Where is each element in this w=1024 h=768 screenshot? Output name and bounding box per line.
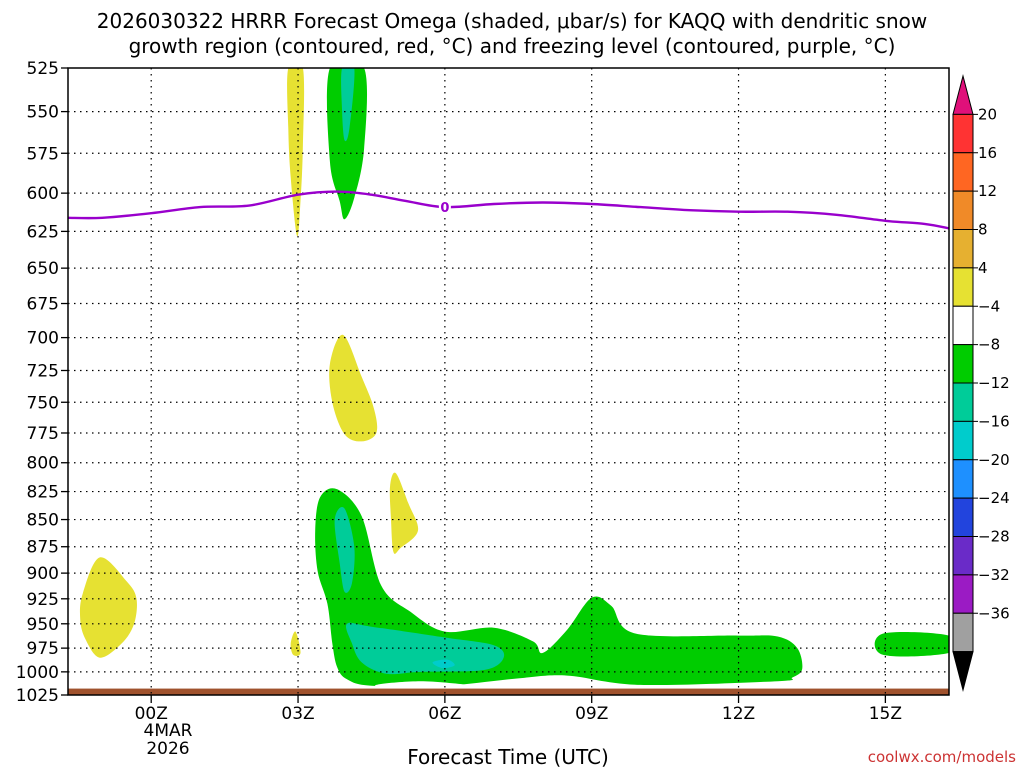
x-axis-ticks: 00Z 03Z 06Z 09Z 12Z 15Z (135, 695, 902, 724)
y-tick-label-900: 900 (27, 564, 59, 584)
freezing-level-layer: 0 (68, 190, 949, 230)
y-tick-label-850: 850 (27, 511, 59, 531)
colorbar-label-6: −8 (978, 336, 1000, 354)
ground-layer (68, 688, 949, 695)
x-date-label-year: 2026 (146, 739, 189, 759)
omega-region-upward-moderate (345, 622, 505, 675)
colorbar-band-1 (952, 113, 974, 154)
colorbar-label-4: 4 (978, 259, 988, 277)
colorbar-label-7: −12 (978, 374, 1010, 392)
x-tick-label-00Z: 00Z (135, 704, 168, 724)
colorbar-label-12: −32 (978, 566, 1010, 584)
chart-title-line2: growth region (contoured, red, °C) and f… (129, 34, 896, 58)
y-tick-label-725: 725 (27, 361, 59, 381)
colorbar-band-4 (952, 229, 974, 269)
x-tick-label-15Z: 15Z (869, 704, 902, 724)
colorbar-band-10 (952, 459, 974, 499)
ground-strip (68, 688, 949, 695)
gridlines (68, 68, 949, 695)
omega-region-upward-moderate (341, 68, 355, 142)
y-tick-label-700: 700 (27, 329, 59, 349)
y-tick-label-575: 575 (27, 144, 59, 164)
freezing-level-line (68, 190, 949, 230)
x-tick-label-09Z: 09Z (575, 704, 608, 724)
colorbar-band-13 (952, 574, 974, 614)
freezing-level-label-bg (438, 198, 451, 217)
y-tick-label-750: 750 (27, 393, 59, 413)
colorbar-band-9 (952, 420, 974, 461)
colorbar-arrow-top (952, 74, 974, 115)
colorbar-label-5: −4 (978, 297, 1000, 315)
y-tick-label-875: 875 (27, 538, 59, 558)
colorbar-band-3 (952, 190, 974, 230)
chart-title-line1: 2026030322 HRRR Forecast Omega (shaded, … (97, 9, 927, 33)
colorbar-band-6 (952, 305, 974, 346)
omega-region-downward-weak (287, 68, 305, 237)
y-tick-label-550: 550 (27, 103, 59, 123)
colorbar-label-13: −36 (978, 604, 1010, 622)
colorbar-label-8: −16 (978, 412, 1010, 430)
omega-region-downward-weak (329, 334, 378, 442)
colorbar-arrow-bottom (952, 651, 974, 692)
colorbar-label-9: −20 (978, 451, 1010, 469)
colorbar-label-1: 16 (978, 144, 997, 162)
freezing-level-label: 0 (440, 201, 449, 216)
y-tick-label-675: 675 (27, 295, 59, 315)
credit-text: coolwx.com/models (868, 748, 1016, 766)
omega-region-downward-weak (290, 631, 301, 656)
omega-region-upward-moderate (334, 506, 355, 593)
colorbar-band-12 (952, 536, 974, 576)
y-tick-label-1025: 1025 (16, 686, 59, 706)
colorbar-label-11: −28 (978, 528, 1010, 546)
y-tick-label-825: 825 (27, 483, 59, 503)
y-tick-label-925: 925 (27, 590, 59, 610)
colorbar-band-7 (952, 344, 974, 384)
colorbar-label-10: −24 (978, 489, 1010, 507)
y-tick-label-1000: 1000 (16, 663, 59, 683)
x-tick-label-06Z: 06Z (428, 704, 461, 724)
omega-shading-layer (79, 68, 949, 690)
omega-region-upward-weak (326, 68, 368, 220)
x-axis-label: Forecast Time (UTC) (407, 745, 609, 768)
colorbar-band-14 (952, 612, 974, 653)
y-tick-label-975: 975 (27, 639, 59, 659)
colorbar-label-2: 12 (978, 182, 997, 200)
y-tick-label-525: 525 (27, 59, 59, 79)
y-tick-label-600: 600 (27, 184, 59, 204)
colorbar-band-5 (952, 267, 974, 307)
y-tick-label-650: 650 (27, 259, 59, 279)
y-tick-label-775: 775 (27, 424, 59, 444)
y-axis-ticks: 525 550 575 600 625 650 675 700 725 750 775 800 825 8… (16, 59, 68, 706)
omega-region-upward-strong (432, 659, 455, 669)
omega-region-downward-weak (79, 557, 137, 658)
omega-region-white-gap (374, 681, 498, 690)
omega-region-downward-weak (389, 472, 419, 554)
y-tick-label-950: 950 (27, 615, 59, 635)
colorbar-label-3: 8 (978, 221, 988, 239)
colorbar-band-11 (952, 497, 974, 537)
x-tick-label-12Z: 12Z (722, 704, 755, 724)
y-tick-label-625: 625 (27, 222, 59, 242)
y-tick-label-800: 800 (27, 454, 59, 474)
plot-frame (67, 67, 950, 696)
omega-region-upward-weak (874, 631, 949, 657)
x-date-label-month: 4MAR (144, 721, 193, 741)
x-tick-label-03Z: 03Z (281, 704, 314, 724)
colorbar: 20 16 12 8 4 −4 −8 −12 −16 −20 −24 −28 −32 −36 (952, 74, 1010, 692)
colorbar-band-2 (952, 152, 974, 192)
colorbar-band-8 (952, 382, 974, 422)
colorbar-label-0: 20 (978, 105, 997, 123)
